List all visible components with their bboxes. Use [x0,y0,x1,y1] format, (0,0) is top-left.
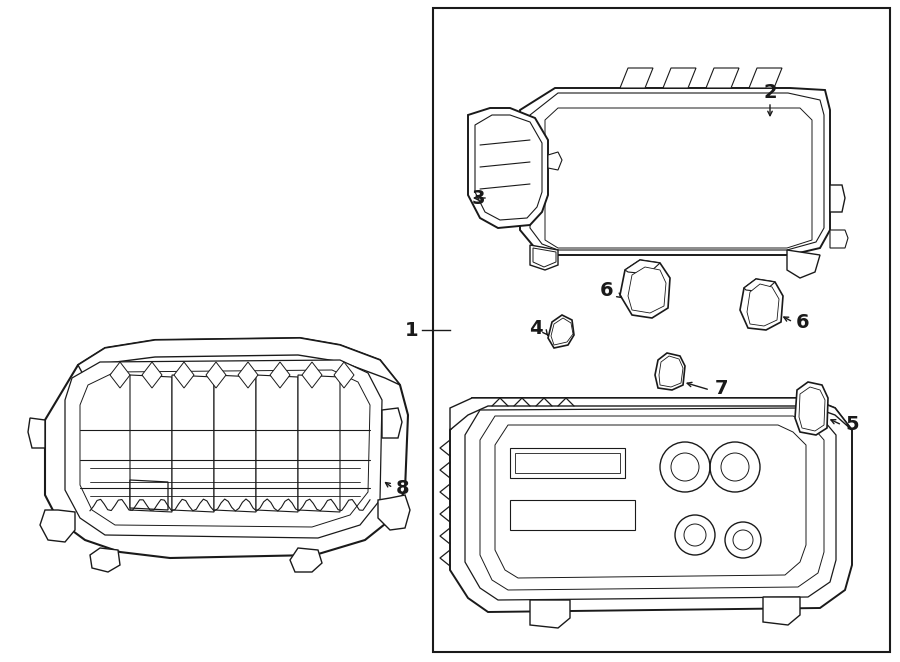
Polygon shape [80,370,370,527]
Polygon shape [625,260,660,274]
Polygon shape [520,88,830,255]
Polygon shape [551,318,573,345]
Polygon shape [799,387,825,431]
Text: 3: 3 [472,189,485,207]
Polygon shape [302,362,322,388]
Polygon shape [214,375,256,512]
Text: 7: 7 [716,379,729,397]
Polygon shape [787,250,820,278]
Polygon shape [505,200,520,222]
Polygon shape [480,416,824,590]
Polygon shape [256,375,298,512]
Polygon shape [663,68,696,88]
Polygon shape [830,230,848,248]
Polygon shape [465,408,836,600]
Polygon shape [475,115,542,220]
Polygon shape [450,398,852,612]
Polygon shape [110,362,130,388]
Polygon shape [740,279,783,330]
Polygon shape [174,362,194,388]
Polygon shape [238,362,258,388]
Polygon shape [548,315,574,348]
Polygon shape [706,68,739,88]
Polygon shape [290,548,322,572]
Polygon shape [530,93,824,250]
Polygon shape [45,338,408,558]
Text: 6: 6 [600,281,614,299]
Polygon shape [172,375,214,512]
Polygon shape [378,495,410,530]
Polygon shape [206,362,226,388]
Polygon shape [450,398,852,430]
Polygon shape [28,418,45,448]
Polygon shape [620,260,670,318]
Polygon shape [433,8,890,652]
Polygon shape [510,215,520,222]
Polygon shape [830,185,845,212]
Polygon shape [545,108,812,248]
Text: 5: 5 [845,416,859,434]
Polygon shape [628,267,666,313]
Polygon shape [515,453,620,473]
Text: 6: 6 [796,312,810,332]
Polygon shape [655,353,685,390]
Polygon shape [749,68,782,88]
Polygon shape [530,600,570,628]
Text: 2: 2 [763,83,777,101]
Polygon shape [744,279,775,292]
Text: 1: 1 [405,320,418,340]
Polygon shape [130,480,168,510]
Polygon shape [90,548,120,572]
Polygon shape [795,382,828,435]
Polygon shape [747,284,779,326]
Polygon shape [620,68,653,88]
Polygon shape [130,375,172,512]
Polygon shape [298,375,340,512]
Polygon shape [548,152,562,170]
Text: 4: 4 [529,318,543,338]
Polygon shape [270,362,290,388]
Polygon shape [510,448,625,478]
Polygon shape [468,108,548,228]
Text: 8: 8 [396,479,410,498]
Polygon shape [533,248,556,267]
Polygon shape [382,408,402,438]
Polygon shape [530,245,558,270]
Polygon shape [334,362,354,388]
Polygon shape [78,338,400,385]
Polygon shape [40,510,75,542]
Polygon shape [510,500,635,530]
Polygon shape [659,356,683,387]
Polygon shape [495,425,806,578]
Polygon shape [142,362,162,388]
Polygon shape [763,597,800,625]
Polygon shape [65,360,382,538]
